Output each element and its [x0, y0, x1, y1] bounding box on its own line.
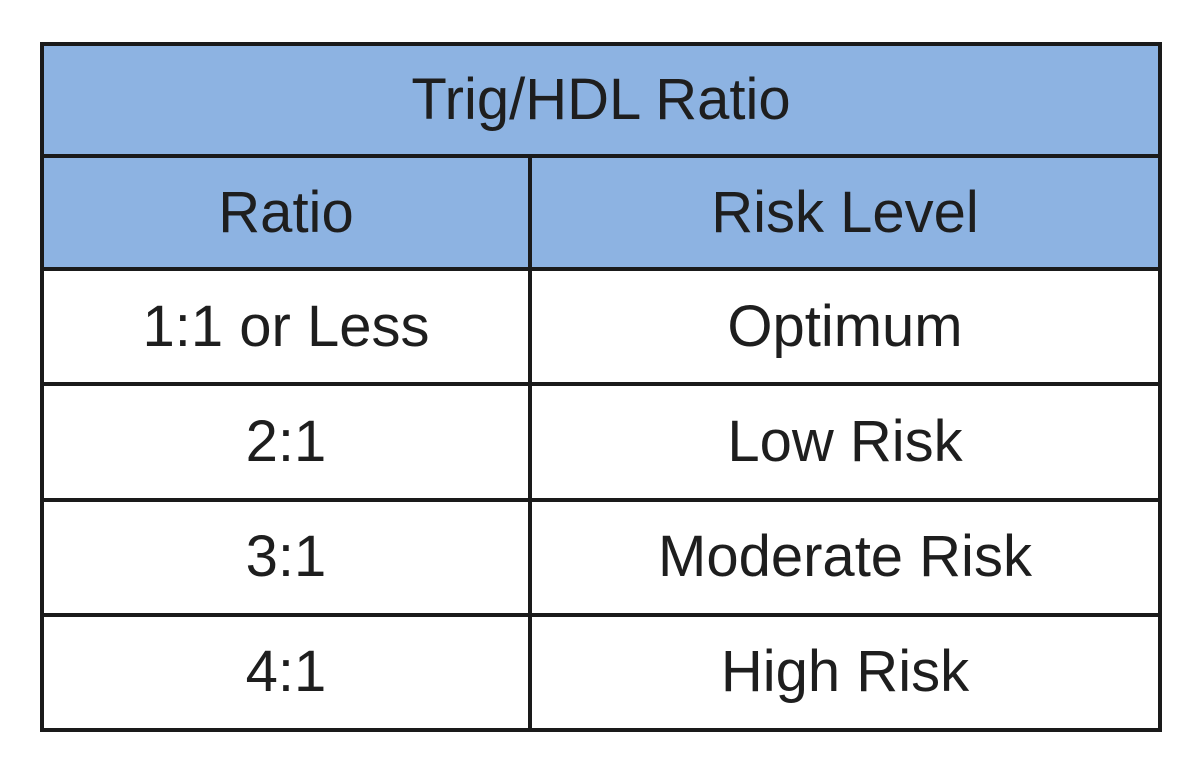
table-cell: Low Risk: [528, 382, 1162, 502]
table-row: 2:1 Low Risk: [40, 382, 1162, 502]
table-cell: High Risk: [528, 612, 1162, 733]
table-cell: 3:1: [40, 497, 532, 617]
table-cell: 2:1: [40, 382, 532, 502]
table-cell: Moderate Risk: [528, 497, 1162, 617]
table-row: 3:1 Moderate Risk: [40, 497, 1162, 617]
title-row: Trig/HDL Ratio: [40, 41, 1162, 159]
table-cell: 1:1 or Less: [40, 267, 532, 387]
column-header: Risk Level: [528, 154, 1162, 272]
table-title: Trig/HDL Ratio: [40, 41, 1162, 159]
table-cell: 4:1: [40, 612, 532, 733]
table-body: 1:1 or Less Optimum 2:1 Low Risk 3:1 Moderate…: [40, 267, 1162, 733]
table-row: 4:1 High Risk: [40, 612, 1162, 733]
column-header: Ratio: [40, 154, 532, 272]
header-row: Ratio Risk Level: [40, 154, 1162, 272]
table-cell: Optimum: [528, 267, 1162, 387]
table-row: 1:1 or Less Optimum: [40, 267, 1162, 387]
ratio-table: Trig/HDL Ratio Ratio Risk Level 1:1 or L…: [40, 41, 1162, 733]
